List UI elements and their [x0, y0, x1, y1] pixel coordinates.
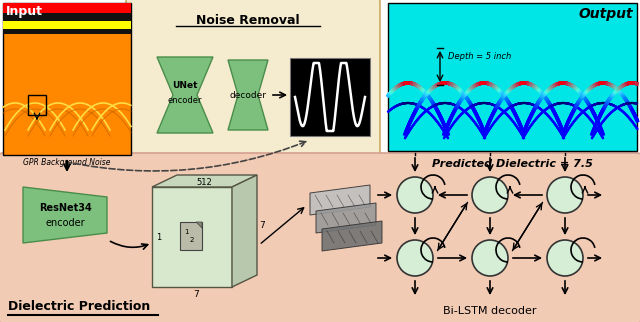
Text: GPR Background Noise: GPR Background Noise	[23, 158, 111, 167]
Polygon shape	[232, 175, 257, 287]
Text: Noise Removal: Noise Removal	[196, 14, 300, 27]
Bar	[3, 21, 131, 29]
Text: 2: 2	[190, 237, 195, 243]
Bar	[3, 29, 131, 34]
Bar	[3, 13, 131, 21]
Polygon shape	[228, 60, 268, 130]
Bar	[3, 3, 131, 13]
Text: 1: 1	[156, 232, 161, 242]
FancyBboxPatch shape	[126, 0, 380, 170]
Polygon shape	[322, 221, 382, 251]
Polygon shape	[157, 57, 213, 133]
Polygon shape	[152, 175, 257, 187]
Text: Input: Input	[6, 5, 43, 18]
Text: encoder: encoder	[168, 96, 202, 105]
Text: Depth = 5 inch: Depth = 5 inch	[448, 52, 511, 61]
Bar	[290, 58, 370, 136]
Circle shape	[472, 177, 508, 213]
Text: Output: Output	[579, 7, 633, 21]
Bar	[152, 187, 232, 287]
Circle shape	[472, 240, 508, 276]
Text: UNet: UNet	[172, 80, 198, 90]
Text: 7: 7	[193, 290, 199, 299]
Bar	[3, 3, 131, 155]
Circle shape	[397, 177, 433, 213]
Polygon shape	[316, 203, 376, 233]
Text: encoder: encoder	[45, 218, 85, 228]
Bar	[180, 222, 202, 250]
Bar	[28, 95, 46, 115]
Bar	[388, 3, 637, 151]
Text: 1: 1	[184, 229, 189, 235]
Circle shape	[397, 240, 433, 276]
Circle shape	[547, 240, 583, 276]
Text: 7: 7	[259, 221, 265, 230]
Text: 512: 512	[196, 178, 212, 187]
Polygon shape	[310, 185, 370, 215]
Text: Dielectric Prediction: Dielectric Prediction	[8, 300, 150, 313]
Text: ResNet34: ResNet34	[38, 203, 92, 213]
FancyBboxPatch shape	[0, 153, 640, 322]
Polygon shape	[23, 187, 107, 243]
Text: Predicted Dielectric = 7.5: Predicted Dielectric = 7.5	[431, 159, 593, 169]
Polygon shape	[196, 222, 202, 228]
Text: Bi-LSTM decoder: Bi-LSTM decoder	[444, 306, 537, 316]
Text: decoder: decoder	[230, 90, 266, 99]
Circle shape	[547, 177, 583, 213]
